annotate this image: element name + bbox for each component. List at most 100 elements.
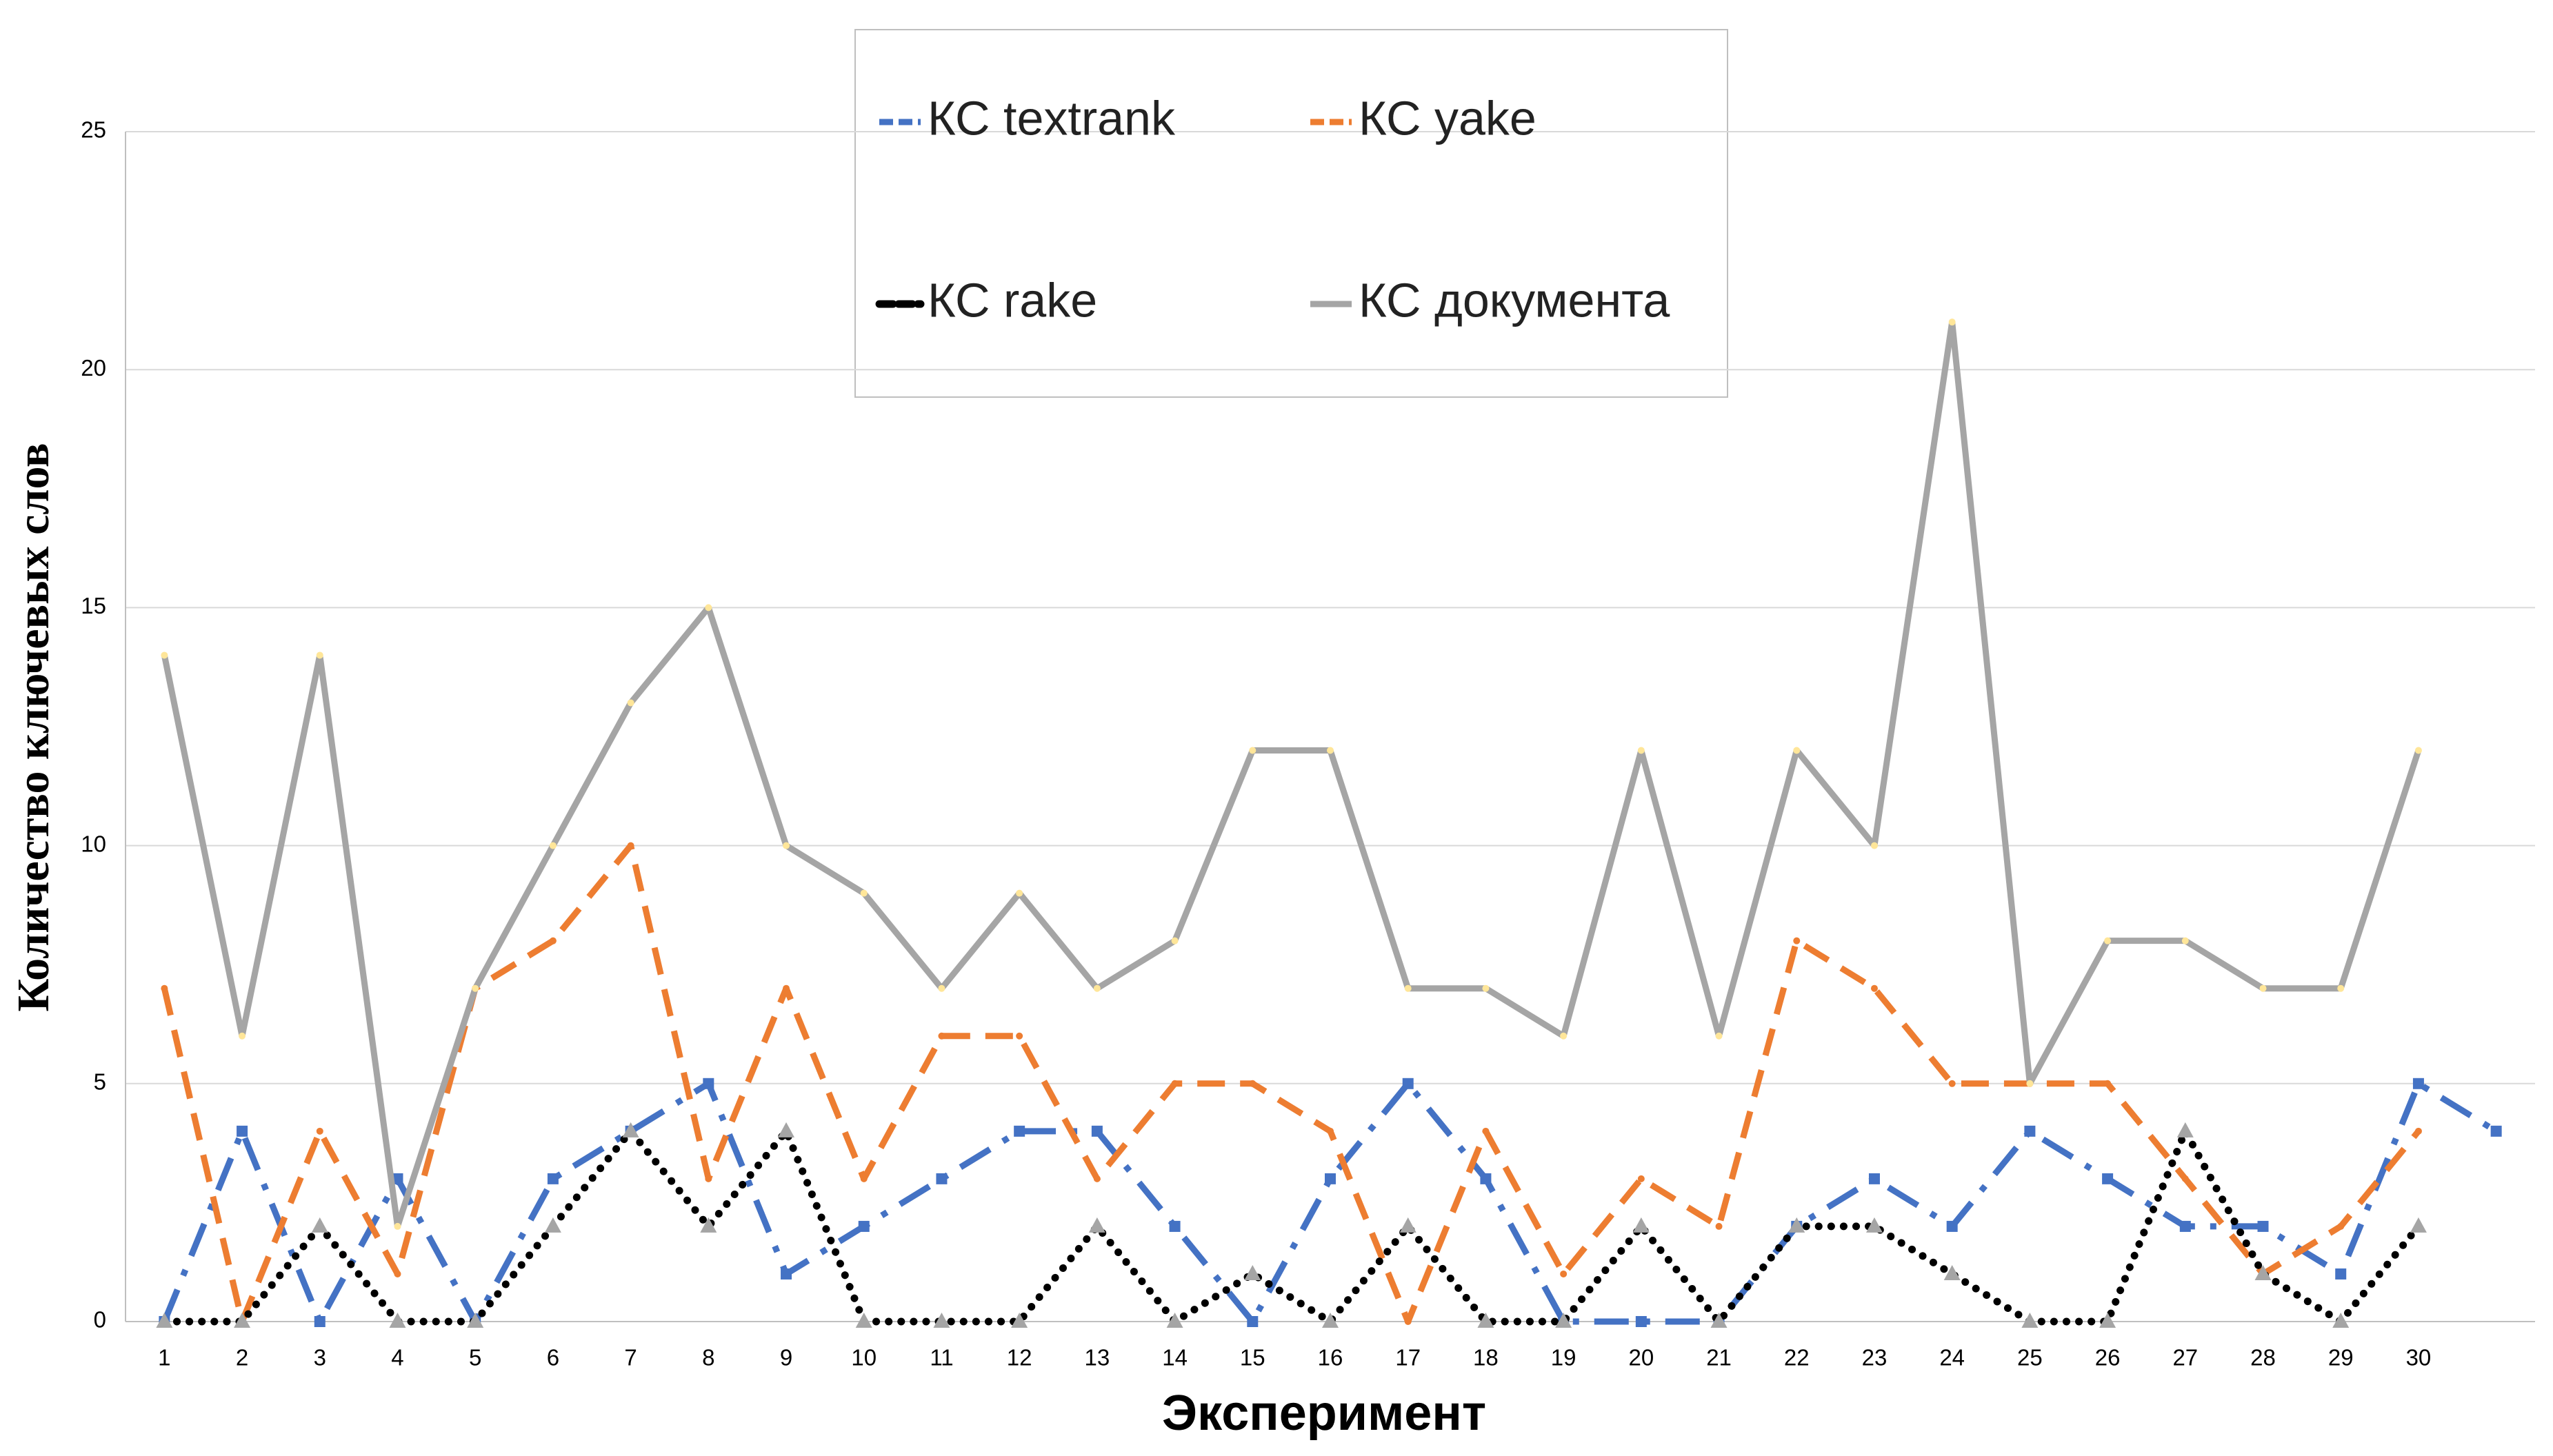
marker <box>1171 1080 1179 1087</box>
x-tick-label: 17 <box>1395 1345 1421 1371</box>
marker <box>860 1175 868 1182</box>
x-tick-label: 27 <box>2172 1345 2198 1371</box>
marker <box>1171 937 1179 944</box>
marker <box>1870 984 1878 992</box>
marker <box>161 651 168 659</box>
marker <box>2102 1173 2114 1184</box>
marker <box>237 1125 248 1137</box>
marker <box>314 1316 326 1327</box>
x-tick-label: 26 <box>2095 1345 2121 1371</box>
x-tick-label: 21 <box>1706 1345 1732 1371</box>
marker <box>1482 1127 1490 1135</box>
marker <box>544 1217 561 1233</box>
marker <box>1477 1313 1494 1328</box>
marker <box>2257 1220 2269 1232</box>
marker <box>938 1032 945 1040</box>
marker <box>2026 1080 2034 1087</box>
marker <box>1637 747 1645 754</box>
marker <box>239 1032 246 1040</box>
marker <box>860 889 868 897</box>
series-line <box>161 1080 2499 1325</box>
marker <box>1710 1313 1728 1328</box>
marker <box>1870 842 1878 849</box>
marker <box>936 1173 948 1184</box>
y-tick-label: 15 <box>81 593 106 618</box>
marker <box>1327 747 1334 754</box>
marker <box>1948 318 1956 326</box>
x-tick-label: 7 <box>624 1345 637 1371</box>
marker <box>467 1313 484 1328</box>
marker <box>389 1313 406 1328</box>
x-tick-label: 14 <box>1162 1345 1188 1371</box>
marker <box>1322 1313 1339 1328</box>
x-tick-label: 25 <box>2017 1345 2043 1371</box>
marker <box>2104 937 2112 944</box>
marker <box>858 1220 870 1232</box>
marker <box>2490 1125 2502 1137</box>
x-tick-label: 3 <box>314 1345 326 1371</box>
marker <box>1091 1125 1103 1137</box>
marker <box>1249 747 1257 754</box>
marker <box>2337 984 2345 992</box>
x-tick-label: 2 <box>236 1345 248 1371</box>
marker <box>2181 937 2189 944</box>
x-tick-label: 13 <box>1085 1345 1110 1371</box>
x-tick-label: 8 <box>702 1345 714 1371</box>
marker <box>2254 1264 2272 1280</box>
x-tick-label: 16 <box>1318 1345 1343 1371</box>
x-tick-label: 19 <box>1551 1345 1576 1371</box>
marker <box>1093 984 1101 992</box>
x-tick-label: 9 <box>780 1345 792 1371</box>
marker <box>705 604 712 611</box>
marker <box>2099 1313 2116 1328</box>
marker <box>1093 1175 1101 1182</box>
marker <box>1016 1032 1023 1040</box>
marker <box>938 984 945 992</box>
marker <box>234 1313 251 1328</box>
marker <box>1399 1217 1416 1233</box>
marker <box>392 1173 403 1184</box>
marker <box>2176 1122 2194 1138</box>
marker <box>549 937 557 944</box>
marker <box>2104 1080 2112 1087</box>
legend-label: КС rake <box>928 273 1097 327</box>
marker <box>1715 1222 1723 1230</box>
marker <box>933 1313 950 1328</box>
marker <box>2332 1313 2350 1328</box>
legend-label: КС yake <box>1359 91 1536 145</box>
marker <box>1247 1316 1259 1327</box>
marker <box>1011 1313 1028 1328</box>
marker <box>1943 1264 1961 1280</box>
x-tick-label: 12 <box>1007 1345 1032 1371</box>
marker <box>2181 1175 2189 1182</box>
x-tick-label: 15 <box>1240 1345 1265 1371</box>
marker <box>316 1127 323 1135</box>
marker <box>2179 1220 2191 1232</box>
x-tick-label: 28 <box>2250 1345 2276 1371</box>
y-axis-label: Количество ключевых слов <box>8 443 59 1012</box>
y-tick-label: 0 <box>94 1307 106 1333</box>
x-tick-label: 29 <box>2328 1345 2354 1371</box>
marker <box>394 1270 401 1277</box>
legend-label: КС textrank <box>928 91 1176 145</box>
marker <box>2410 1217 2427 1233</box>
marker <box>1244 1264 1261 1280</box>
marker <box>627 842 634 849</box>
marker <box>627 699 634 707</box>
marker <box>1555 1313 1572 1328</box>
marker <box>1249 1080 1257 1087</box>
y-tick-label: 20 <box>81 355 106 381</box>
marker <box>703 1078 714 1089</box>
x-tick-label: 23 <box>1862 1345 1888 1371</box>
marker <box>549 842 557 849</box>
marker <box>1715 1032 1723 1040</box>
marker <box>1088 1217 1105 1233</box>
x-tick-label: 30 <box>2406 1345 2432 1371</box>
y-tick-label: 25 <box>81 117 106 143</box>
marker <box>1560 1270 1568 1277</box>
x-tick-label: 4 <box>391 1345 403 1371</box>
marker <box>783 984 790 992</box>
legend-label: КС документа <box>1359 273 1670 327</box>
marker <box>1482 984 1490 992</box>
